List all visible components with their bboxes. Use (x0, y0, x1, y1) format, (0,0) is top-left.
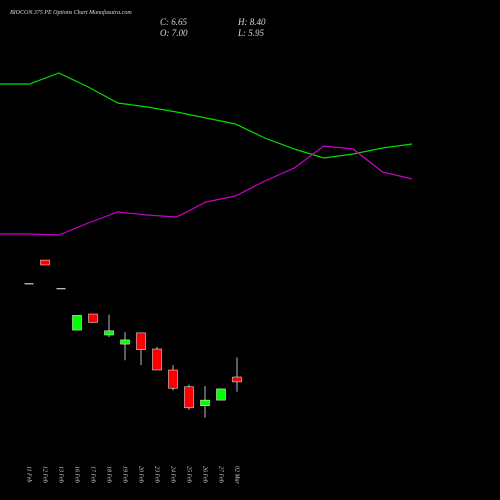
candle-body (184, 386, 194, 409)
ohlc-info: L: 5.95 (237, 28, 265, 38)
x-tick-label: 18 Feb (106, 466, 112, 483)
x-tick-label: 27 Feb (218, 466, 224, 483)
x-tick-label: 23 Feb (154, 466, 160, 483)
x-tick-label: 26 Feb (202, 466, 208, 483)
candle-body (72, 315, 82, 331)
x-tick-label: 25 Feb (186, 466, 192, 483)
x-tick-label: 16 Feb (74, 466, 80, 483)
candle-body (104, 330, 114, 336)
x-tick-label: 17 Feb (90, 466, 96, 483)
ohlc-info: O: 7.00 (160, 28, 188, 38)
x-tick-label: 13 Feb (58, 466, 64, 483)
candle-body (56, 288, 66, 290)
candle-body (120, 339, 130, 345)
candle-body (216, 388, 226, 401)
candle-body (88, 313, 98, 323)
x-tick-label: 02 Mar (234, 466, 240, 484)
candle-body (200, 399, 210, 406)
x-tick-label: 12 Feb (42, 466, 48, 483)
candle-body (232, 376, 242, 383)
candle-body (40, 259, 50, 266)
candle-body (24, 283, 34, 285)
indicator-line (0, 72, 413, 159)
x-tick-label: 24 Feb (170, 466, 177, 483)
candle-body (168, 369, 178, 389)
candle-body (136, 332, 146, 350)
ohlc-info: C: 6.65 (160, 17, 188, 27)
x-tick-label: 19 Feb (122, 466, 128, 483)
x-tick-label: 20 Feb (138, 466, 144, 483)
ohlc-info: H: 8.40 (237, 17, 266, 27)
indicator-line (0, 145, 413, 236)
candle-body (152, 348, 162, 371)
x-tick-label: 11 Feb (26, 466, 32, 482)
chart-title: BIOCON 375 PE Options Chart Munafasutra.… (10, 9, 132, 16)
